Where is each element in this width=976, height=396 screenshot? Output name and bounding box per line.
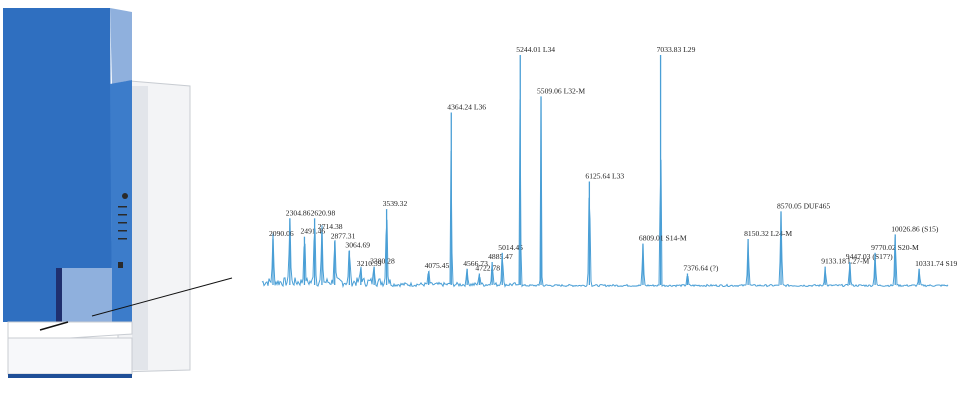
peak-label: 2090.06 (269, 229, 294, 238)
peak-label: 7033.83 L29 (657, 45, 696, 54)
instrument-side-strip (132, 86, 148, 370)
peak-label: 10026.86 (S15) (891, 224, 939, 233)
instrument-blue-tower (3, 8, 112, 322)
instrument-base-top (7, 321, 133, 343)
peak-label: 5244.01 L34 (516, 45, 555, 54)
instrument-tower-edge (110, 80, 132, 322)
instrument-illustration (3, 8, 191, 378)
instrument-tower-top (110, 8, 132, 84)
peak-label: 8570.05 DUF465 (777, 201, 830, 210)
peak-label: 3210.59 (357, 259, 382, 268)
peak-label: 9447.03 (S17?) (846, 252, 893, 261)
peak-label: 3539.32 (383, 199, 408, 208)
peak-label: 3380.28 (370, 257, 395, 266)
peak-label: 7376.64 (?) (683, 264, 718, 273)
peak-label: 2304.86 (286, 208, 311, 217)
instrument-base-front (7, 337, 133, 375)
spectrum-trace (261, 97, 949, 289)
peak-label: 2620.98 (311, 208, 336, 217)
peak-label: 6809.01 S14-M (639, 234, 687, 243)
peak-label: 2714.38 (318, 222, 343, 231)
peak-label: 10331.74 S19 (915, 259, 957, 268)
instrument-inlet (39, 321, 69, 331)
instrument-base-stripe (8, 374, 132, 378)
peak-label: 4885.47 (488, 252, 513, 261)
peak-label: 8150.32 L24-M (744, 229, 792, 238)
peak-label: 4722.78 (475, 264, 500, 273)
spectrum-plot-area: 2090.06 2304.86 2491.46 2620.98 2714.382877.… (261, 45, 957, 289)
peak-label: 2491.46 (301, 227, 326, 236)
peak-label: 4566.73 (463, 259, 488, 268)
peak-label: 9133.18 L27-M (821, 257, 869, 266)
peak-label: 5014.45 (498, 243, 523, 252)
peak-label: 2877.31 (331, 231, 356, 240)
peak-label: 6125.64 L33 (585, 172, 624, 181)
peak-label: 3064.69 (345, 241, 370, 250)
instrument-indicator-marks (118, 193, 128, 268)
connector-line (91, 277, 233, 317)
peak-label: 5509.06 L32-M (537, 86, 585, 95)
peak-label: 4075.45 (425, 261, 450, 270)
peak-label: 4364.24 L36 (447, 103, 486, 112)
